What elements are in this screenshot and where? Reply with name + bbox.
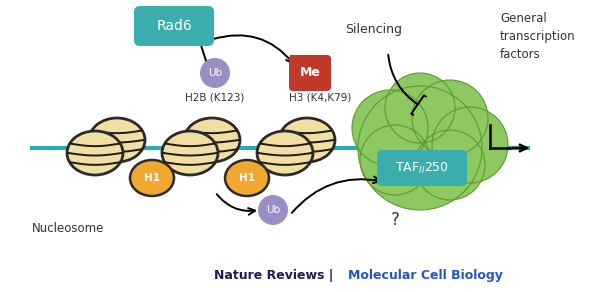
Circle shape xyxy=(412,80,488,156)
Text: TAF$_{II}$250: TAF$_{II}$250 xyxy=(395,160,449,175)
Text: Nucleosome: Nucleosome xyxy=(32,222,104,235)
Text: Ub: Ub xyxy=(208,68,222,78)
Text: Rad6: Rad6 xyxy=(156,19,192,33)
Circle shape xyxy=(432,107,508,183)
Ellipse shape xyxy=(257,131,313,175)
Circle shape xyxy=(385,73,455,143)
Ellipse shape xyxy=(130,160,174,196)
Circle shape xyxy=(200,58,230,88)
Text: Silencing: Silencing xyxy=(345,23,402,36)
Circle shape xyxy=(360,125,430,195)
Text: Molecular Cell Biology: Molecular Cell Biology xyxy=(348,269,503,281)
Text: General
transcription
factors: General transcription factors xyxy=(500,12,575,61)
Text: H1: H1 xyxy=(239,173,255,183)
Ellipse shape xyxy=(67,131,123,175)
Ellipse shape xyxy=(162,131,218,175)
Text: H3 (K4,K79): H3 (K4,K79) xyxy=(289,93,351,103)
Circle shape xyxy=(358,86,482,210)
Text: H1: H1 xyxy=(144,173,160,183)
Ellipse shape xyxy=(184,118,240,162)
FancyBboxPatch shape xyxy=(134,6,214,46)
Circle shape xyxy=(352,90,428,166)
Ellipse shape xyxy=(89,118,145,162)
Circle shape xyxy=(415,130,485,200)
Ellipse shape xyxy=(279,118,335,162)
FancyBboxPatch shape xyxy=(289,55,331,91)
Text: Nature Reviews |: Nature Reviews | xyxy=(214,269,338,281)
Circle shape xyxy=(258,195,288,225)
FancyBboxPatch shape xyxy=(377,150,467,186)
Text: H2B (K123): H2B (K123) xyxy=(185,93,245,103)
Text: Me: Me xyxy=(299,67,320,79)
Text: Ub: Ub xyxy=(266,205,280,215)
Text: ?: ? xyxy=(391,211,400,229)
Ellipse shape xyxy=(225,160,269,196)
